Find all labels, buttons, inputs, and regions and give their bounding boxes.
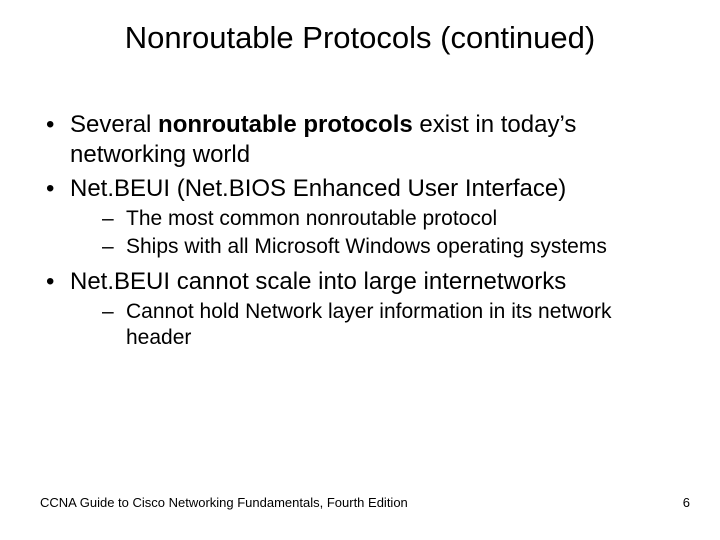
footer-text: CCNA Guide to Cisco Networking Fundament… — [40, 495, 408, 510]
bullet-list: Several nonroutable protocols exist in t… — [40, 110, 680, 351]
bullet-text-bold: nonroutable protocols — [158, 111, 413, 138]
slide-content: Several nonroutable protocols exist in t… — [40, 110, 680, 357]
sub-bullet-item: The most common nonroutable protocol — [70, 206, 680, 232]
bullet-item: Several nonroutable protocols exist in t… — [40, 110, 680, 170]
slide: Nonroutable Protocols (continued) Severa… — [0, 0, 720, 540]
bullet-item: Net.BEUI cannot scale into large interne… — [40, 267, 680, 352]
bullet-text: Net.BEUI cannot scale into large interne… — [70, 268, 566, 295]
sub-bullet-list: Cannot hold Network layer information in… — [70, 299, 680, 352]
bullet-text: Net.BEUI (Net.BIOS Enhanced User Interfa… — [70, 175, 566, 202]
slide-title: Nonroutable Protocols (continued) — [0, 20, 720, 56]
page-number: 6 — [683, 495, 690, 510]
bullet-text-pre: Several — [70, 111, 158, 138]
sub-bullet-list: The most common nonroutable protocol Shi… — [70, 206, 680, 261]
sub-bullet-item: Ships with all Microsoft Windows operati… — [70, 234, 680, 260]
sub-bullet-item: Cannot hold Network layer information in… — [70, 299, 680, 352]
bullet-item: Net.BEUI (Net.BIOS Enhanced User Interfa… — [40, 174, 680, 261]
